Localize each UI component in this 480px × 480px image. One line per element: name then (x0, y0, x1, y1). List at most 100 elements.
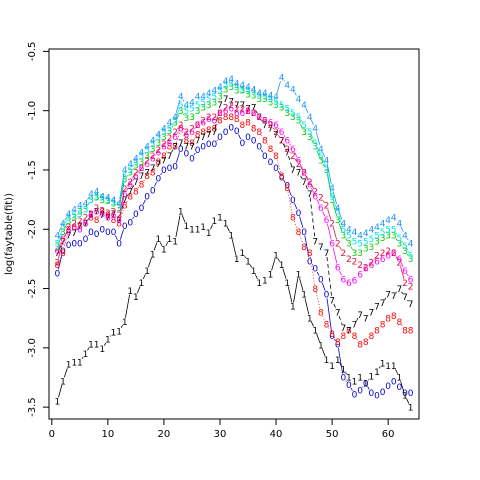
series-8-point: 8 (273, 152, 279, 162)
series-3-point: 3 (368, 243, 374, 253)
series-5-point: 5 (139, 152, 145, 162)
series-2-point: 2 (368, 259, 374, 269)
series-4-point: 4 (380, 220, 386, 230)
series-2-point: 2 (262, 116, 268, 126)
series-3-point: 3 (397, 240, 403, 250)
series-7-point: 7 (284, 148, 290, 158)
series-5-point: 5 (234, 83, 240, 93)
series-2-point: 2 (408, 282, 414, 292)
series-5-point: 5 (155, 133, 161, 143)
series-1-point: 1 (139, 279, 145, 289)
series-7-point: 7 (212, 128, 218, 138)
series-2-point: 2 (397, 259, 403, 269)
plot-frame (48, 48, 420, 420)
series-5-point: 5 (105, 196, 111, 206)
series-8-point: 8 (206, 126, 212, 136)
series-5-point: 5 (183, 107, 189, 117)
series-2-point: 2 (380, 249, 386, 259)
series-6-segment (305, 175, 309, 181)
series-4-point: 4 (268, 91, 274, 101)
series-3-point: 3 (408, 255, 414, 265)
series-1-segment (103, 342, 107, 346)
series-8-point: 8 (60, 249, 66, 259)
series-5-point: 5 (380, 228, 386, 238)
series-7-segment (261, 119, 263, 122)
series-7-point: 7 (161, 157, 167, 167)
series-6-point: 6 (279, 128, 285, 138)
series-7-point: 7 (402, 293, 408, 303)
series-1-segment (87, 347, 90, 351)
series-6-segment (216, 115, 218, 118)
series-5-point: 5 (374, 231, 380, 241)
series-7-point: 7 (363, 314, 369, 324)
series-4-segment (400, 226, 404, 232)
series-3-segment (350, 246, 353, 250)
series-0-point: 0 (352, 390, 358, 400)
series-7-point: 7 (183, 142, 189, 152)
series-8-point: 8 (217, 116, 223, 126)
series-3-segment (338, 223, 343, 232)
series-1-segment (58, 384, 63, 398)
series-0-point: 0 (66, 241, 72, 251)
series-7-point: 7 (200, 133, 206, 143)
series-7-point: 7 (150, 164, 156, 174)
series-3-point: 3 (217, 93, 223, 103)
series-7-point: 7 (279, 137, 285, 147)
series-3-segment (332, 203, 338, 217)
series-2-point: 2 (240, 104, 246, 114)
series-0-point: 0 (307, 257, 313, 267)
series-7-point: 7 (256, 113, 262, 123)
series-6-segment (58, 242, 62, 248)
series-6-segment (339, 270, 342, 276)
series-2-point: 2 (290, 152, 296, 162)
series-0-segment (345, 380, 347, 382)
series-6-point: 6 (105, 214, 111, 224)
series-0-segment (311, 264, 314, 266)
series-3-point: 3 (189, 113, 195, 123)
series-5-point: 5 (301, 121, 307, 131)
series-8-point: 8 (105, 211, 111, 221)
series-2-point: 2 (340, 249, 346, 259)
series-3-point: 3 (363, 244, 369, 254)
series-2-point: 2 (200, 116, 206, 126)
series-0-point: 0 (228, 123, 234, 133)
series-8-point: 8 (352, 332, 358, 342)
x-tick-label: 30 (214, 429, 227, 440)
series-2-point: 2 (245, 107, 251, 117)
series-6-point: 6 (155, 148, 161, 158)
series-2-segment (327, 209, 332, 220)
series-8-segment (356, 339, 359, 342)
series-5-point: 5 (217, 87, 223, 97)
series-1-point: 1 (240, 249, 246, 259)
x-tick-label: 40 (270, 429, 283, 440)
series-0-point: 0 (178, 145, 184, 155)
series-0-point: 0 (296, 209, 302, 219)
series-7-point: 7 (83, 220, 89, 230)
series-6-point: 6 (161, 142, 167, 152)
series-4-segment (322, 152, 326, 158)
series-2-segment (126, 184, 129, 187)
series-4-point: 4 (105, 193, 111, 203)
series-6-point: 6 (245, 107, 251, 117)
series-2-point: 2 (217, 109, 223, 119)
series-8-point: 8 (408, 326, 414, 336)
series-0-segment (175, 152, 180, 163)
series-5-point: 5 (55, 240, 61, 250)
series-7-point: 7 (105, 214, 111, 224)
series-7-point: 7 (133, 178, 139, 188)
series-7-point: 7 (206, 131, 212, 141)
series-7-point: 7 (55, 249, 61, 259)
series-0-segment (288, 188, 292, 197)
series-5-point: 5 (167, 125, 173, 135)
series-6-point: 6 (83, 220, 89, 230)
series-7-point: 7 (139, 172, 145, 182)
series-4-point: 4 (116, 199, 122, 209)
series-2-segment (395, 256, 398, 260)
series-4-point: 4 (223, 77, 229, 87)
series-8-segment (98, 214, 101, 217)
series-8-point: 8 (77, 222, 83, 232)
series-8-point: 8 (262, 137, 268, 147)
series-7-point: 7 (77, 222, 83, 232)
series-4-point: 4 (111, 196, 117, 206)
